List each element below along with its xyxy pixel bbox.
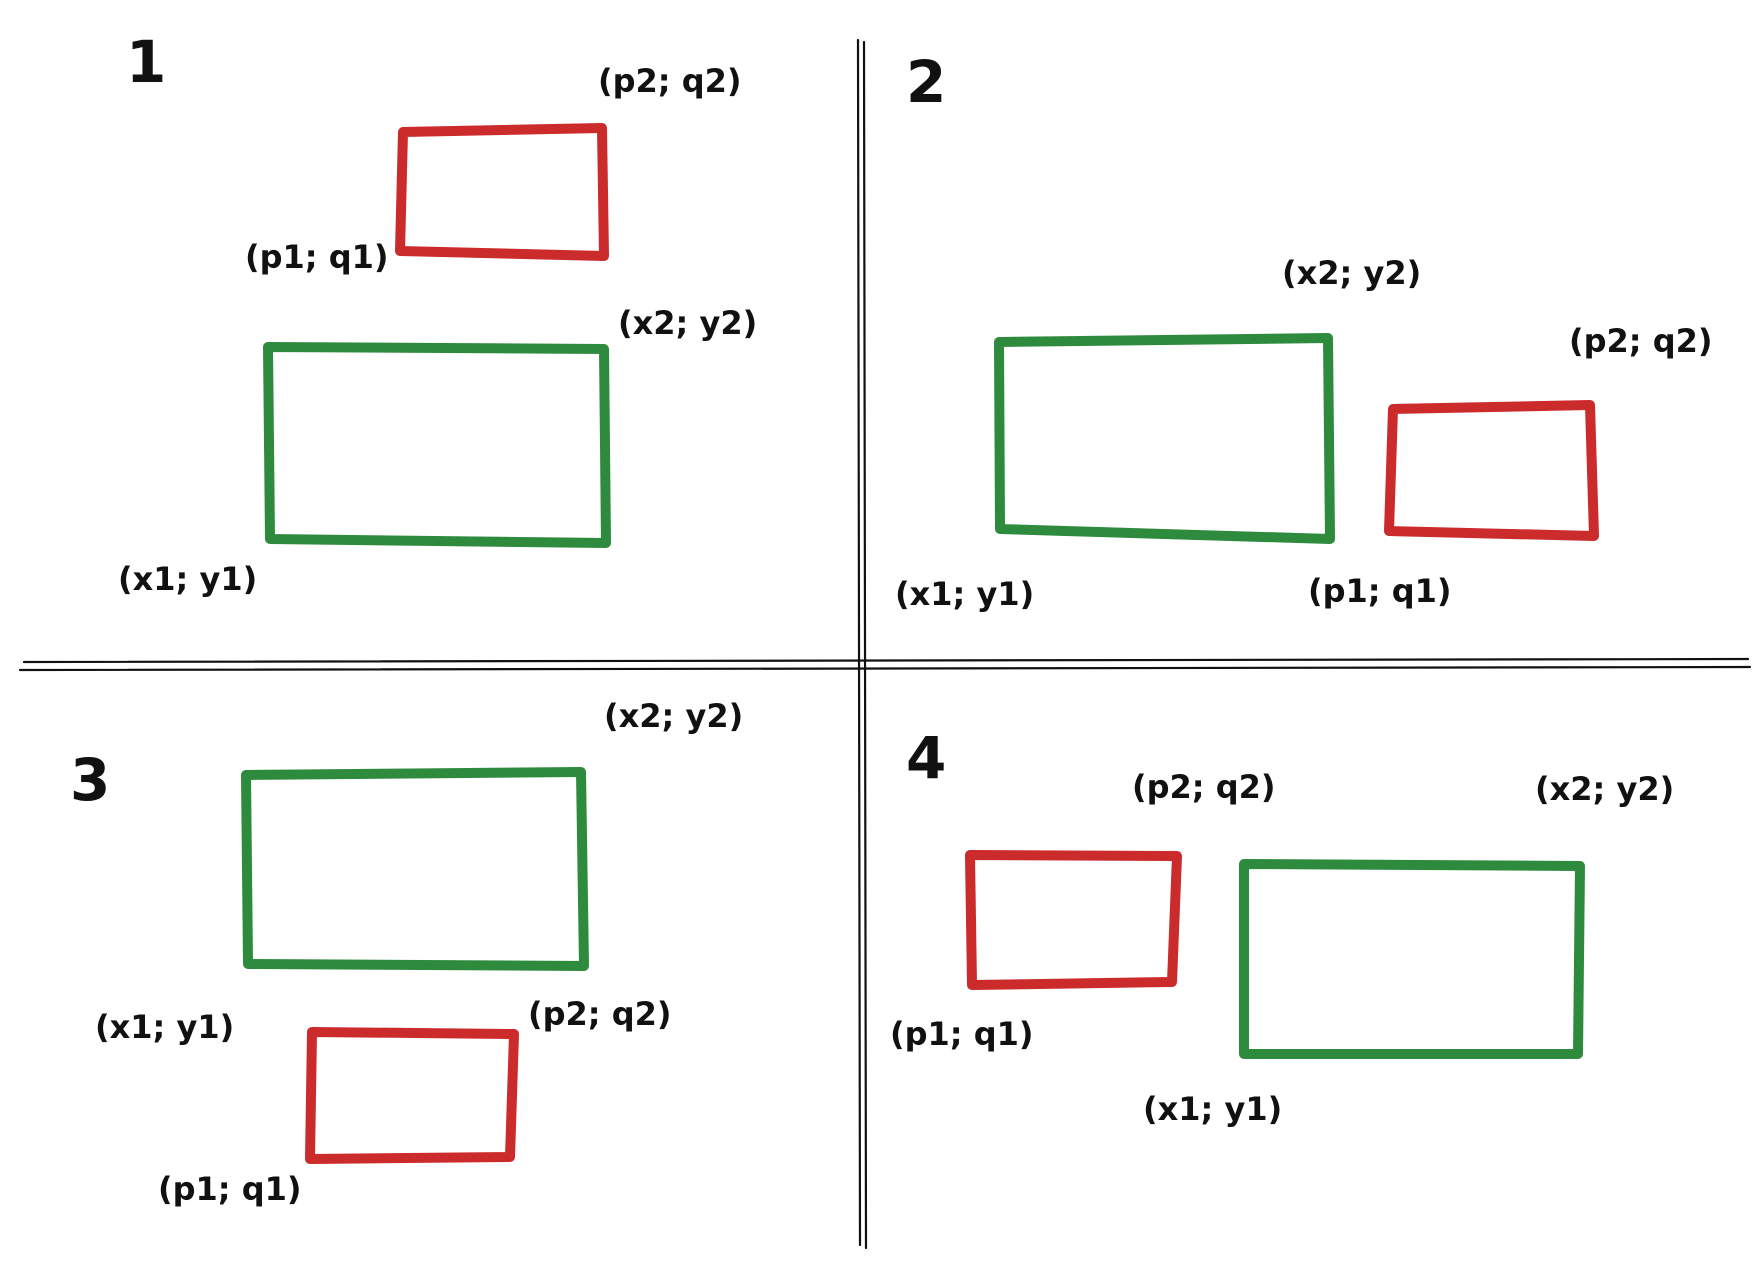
panel-1: 1 (p2; q2) (p1; q1) (x2; y2) (x1; y1) [118,28,757,598]
label-x2y2: (x2; y2) [618,304,757,342]
panel-3: 3 (x2; y2) (x1; y1) (p2; q2) (p1; q1) [70,697,743,1208]
panel-number: 2 [906,48,946,116]
vertical-divider-line-b [862,40,868,1250]
panel-number: 3 [70,746,110,814]
green-rectangle [1239,859,1585,1059]
panel-2: 2 (x2; y2) (p2; q2) (x1; y1) (p1; q1) [895,48,1713,613]
label-p1q1: (p1; q1) [890,1015,1034,1053]
red-rectangle [305,1027,519,1164]
red-rectangle [965,850,1182,990]
red-rectangle [395,123,609,261]
label-p2q2: (p2; q2) [1569,322,1713,360]
panel-number: 1 [126,28,166,96]
green-rectangle [263,342,611,548]
green-rectangle [994,333,1335,544]
green-rectangle [241,767,589,971]
label-x2y2: (x2; y2) [1535,770,1674,808]
label-p2q2: (p2; q2) [1132,768,1276,806]
label-p2q2: (p2; q2) [528,995,672,1033]
label-p1q1: (p1; q1) [245,238,389,276]
panel-number: 4 [906,724,946,792]
label-x2y2: (x2; y2) [1282,254,1421,292]
label-x1y1: (x1; y1) [895,575,1034,613]
vertical-divider-line-a [856,38,862,1247]
label-x1y1: (x1; y1) [1143,1090,1282,1128]
label-x1y1: (x1; y1) [95,1008,234,1046]
label-p1q1: (p1; q1) [158,1170,302,1208]
horizontal-divider-line-b [18,665,1752,672]
quadrant-dividers [18,38,1752,1250]
red-rectangle [1384,400,1599,541]
label-p1q1: (p1; q1) [1308,572,1452,610]
label-p2q2: (p2; q2) [598,62,742,100]
horizontal-divider-line-a [22,657,1750,664]
label-x2y2: (x2; y2) [604,697,743,735]
label-x1y1: (x1; y1) [118,560,257,598]
panel-4: 4 (p2; q2) (x2; y2) (p1; q1) (x1; y1) [890,724,1674,1128]
